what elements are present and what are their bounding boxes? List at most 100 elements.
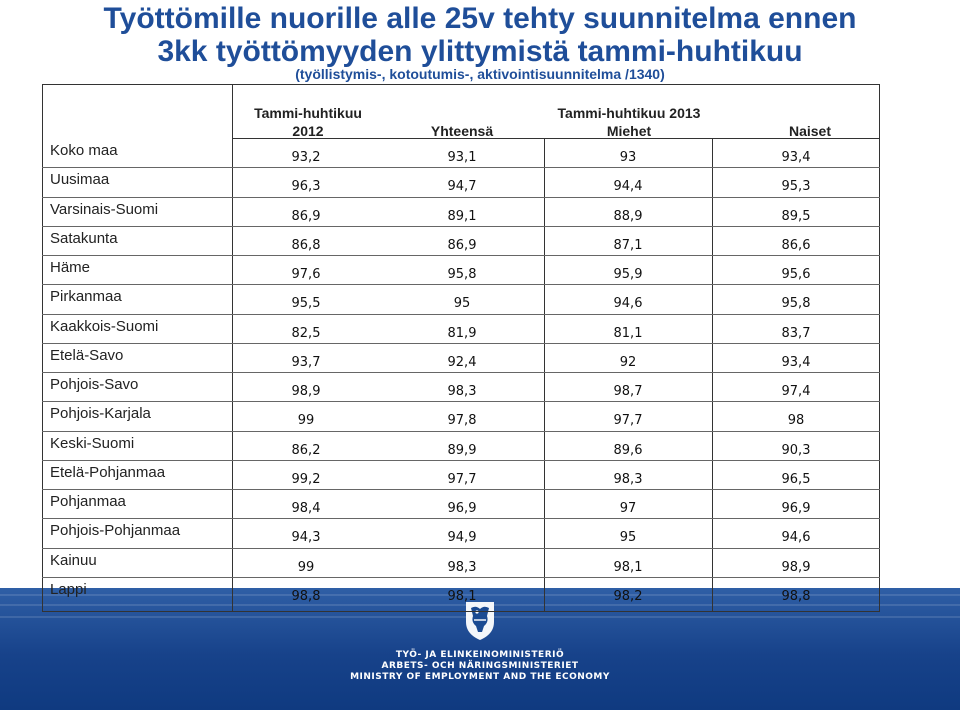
table-cell: 93,2 <box>291 150 321 165</box>
header-2013-group: Tammi-huhtikuu 2013 <box>557 105 701 121</box>
table-cell: 88,9 <box>613 208 643 224</box>
table-cell: 89,5 <box>781 208 811 224</box>
table-cell: 98,3 <box>447 559 477 575</box>
region-label: Satakunta <box>50 229 118 247</box>
table-cell: 89,9 <box>447 442 477 458</box>
table-cell: 93,7 <box>291 354 321 370</box>
table-cell: 92,4 <box>447 354 477 370</box>
row-divider <box>42 197 880 198</box>
table-cell: 94,9 <box>447 530 477 546</box>
table-cell: 96,5 <box>781 471 811 487</box>
table-cell: 96,9 <box>447 501 477 516</box>
region-label: Lappi <box>50 580 87 598</box>
region-label: Uusimaa <box>50 171 110 189</box>
row-divider <box>42 548 880 549</box>
table-cell: 96,3 <box>291 179 321 195</box>
page-subtitle: (työllistymis-, kotoutumis-, aktivointis… <box>295 66 665 82</box>
table-cell: 94,7 <box>447 179 477 195</box>
table-cell: 86,8 <box>291 237 321 253</box>
table-cell: 86,9 <box>447 237 477 253</box>
table-cell: 98,8 <box>781 588 811 604</box>
title-line-1: Työttömille nuorille alle 25v tehty suun… <box>103 2 857 35</box>
header-divider <box>232 138 880 139</box>
region-label: Häme <box>50 259 91 276</box>
table-cell: 94,6 <box>781 530 811 546</box>
table-cell: 97,7 <box>447 471 477 487</box>
row-divider <box>42 489 880 490</box>
row-divider <box>42 314 880 315</box>
table-cell: 98,4 <box>291 501 321 516</box>
table-cell: 98,1 <box>447 588 477 604</box>
header-yhteensa: Yhteensä <box>430 123 494 139</box>
row-divider <box>42 518 880 519</box>
table-cell: 94,4 <box>613 179 643 195</box>
table-cell: 95,8 <box>447 267 477 282</box>
row-divider <box>42 226 880 227</box>
region-label: Kaakkois-Suomi <box>50 317 159 335</box>
table-cell: 99 <box>297 559 315 575</box>
table-cell: 93,4 <box>781 354 811 370</box>
region-label: Pohjois-Pohjanmaa <box>50 522 181 540</box>
table-cell: 95,9 <box>613 267 643 282</box>
table-cell: 98,1 <box>613 559 643 575</box>
table-cell: 98,3 <box>447 384 477 399</box>
row-divider <box>42 343 880 344</box>
data-table <box>42 84 880 612</box>
row-divider <box>42 284 880 285</box>
row-divider <box>42 431 880 432</box>
ministry-name-en: MINISTRY OF EMPLOYMENT AND THE ECONOMY <box>350 672 610 682</box>
table-cell: 97,6 <box>291 267 321 282</box>
region-label: Varsinais-Suomi <box>50 200 159 218</box>
table-cell: 95,5 <box>291 296 321 312</box>
grid-line <box>544 138 545 612</box>
table-cell: 86,6 <box>781 237 811 253</box>
table-cell: 98,8 <box>291 588 321 604</box>
table-cell: 98,3 <box>613 471 643 487</box>
region-label: Pohjois-Savo <box>50 376 139 393</box>
table-cell: 97,8 <box>447 413 477 429</box>
table-cell: 98,9 <box>291 384 321 399</box>
ministry-name-fi: TYÖ- JA ELINKEINOMINISTERIÖ <box>395 650 565 660</box>
table-cell: 99 <box>297 413 315 429</box>
table-cell: 98 <box>787 413 805 429</box>
region-label: Pohjois-Karjala <box>50 405 151 423</box>
row-divider <box>42 460 880 461</box>
table-cell: 86,9 <box>291 208 321 224</box>
table-cell: 98,7 <box>613 384 643 399</box>
region-label: Pohjanmaa <box>50 493 126 510</box>
table-cell: 81,9 <box>447 325 477 341</box>
table-cell: 95 <box>619 530 637 546</box>
table-cell: 97,7 <box>613 413 643 429</box>
table-cell: 95,6 <box>781 267 811 282</box>
grid-line <box>712 138 713 612</box>
region-label: Etelä-Pohjanmaa <box>50 463 166 481</box>
table-cell: 93 <box>619 150 637 165</box>
row-divider <box>42 401 880 402</box>
table-cell: 93,4 <box>781 150 811 165</box>
table-cell: 95 <box>453 296 471 312</box>
table-cell: 97,4 <box>781 384 811 399</box>
table-cell: 82,5 <box>291 325 321 341</box>
table-cell: 93,1 <box>447 150 477 165</box>
table-cell: 95,3 <box>781 179 811 195</box>
header-miehet: Miehet <box>606 123 652 139</box>
table-cell: 94,6 <box>613 296 643 312</box>
table-cell: 99,2 <box>291 471 321 487</box>
header-naiset: Naiset <box>788 123 832 139</box>
table-cell: 98,2 <box>613 588 643 604</box>
grid-line <box>232 84 233 612</box>
row-divider <box>42 255 880 256</box>
table-cell: 83,7 <box>781 325 811 341</box>
row-divider <box>42 577 880 578</box>
ministry-name-sv: ARBETS- OCH NÄRINGSMINISTERIET <box>381 661 579 671</box>
region-label: Pirkanmaa <box>50 288 122 306</box>
region-label: Etelä-Savo <box>50 346 124 364</box>
table-cell: 94,3 <box>291 530 321 546</box>
table-cell: 90,3 <box>781 442 811 458</box>
header-2012: Tammi-huhtikuu 2012 <box>254 105 362 139</box>
table-cell: 95,8 <box>781 296 811 312</box>
row-divider <box>42 167 880 168</box>
region-label: Kainuu <box>50 551 97 569</box>
table-cell: 87,1 <box>613 237 643 253</box>
table-cell: 89,1 <box>447 208 477 224</box>
